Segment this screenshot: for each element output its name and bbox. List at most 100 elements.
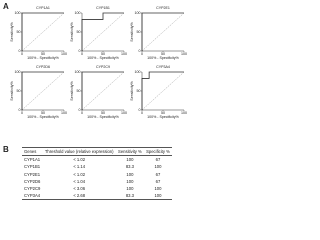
y-tick-label: 50 [137, 89, 141, 93]
table-cell: 100 [154, 186, 162, 192]
chart-title: CYP2C9 [96, 65, 110, 69]
chart-title: CYP2E1 [156, 6, 170, 10]
y-axis-label: Sensitivity% [70, 22, 74, 42]
table-cell: 100 [126, 186, 134, 192]
x-tick-label: 0 [21, 111, 23, 115]
x-tick-label: 0 [81, 52, 83, 56]
table-cell: < 1.14 [73, 164, 86, 170]
y-tick-label: 100 [15, 11, 21, 15]
x-tick-label: 50 [41, 52, 45, 56]
panel-label: B [3, 145, 9, 154]
x-axis-label: 100% - Specificity% [27, 115, 60, 119]
x-tick-label: 50 [101, 111, 105, 115]
table-cell: < 3.06 [73, 186, 86, 192]
y-tick-label: 50 [137, 30, 141, 34]
x-tick-label: 50 [161, 52, 165, 56]
table-cell: CYP2E1 [24, 171, 41, 177]
x-tick-label: 100 [61, 52, 67, 56]
y-tick-label: 100 [75, 11, 81, 15]
x-axis-label: 100% - Specificity% [147, 56, 180, 60]
table-cell: < 1.02 [73, 171, 86, 177]
y-tick-label: 50 [17, 30, 21, 34]
y-axis-label: Sensitivity% [70, 81, 74, 101]
table-cell: 67 [155, 157, 161, 163]
table-cell: < 1.04 [73, 178, 86, 184]
y-tick-label: 50 [77, 89, 81, 93]
x-tick-label: 0 [81, 111, 83, 115]
table-row: CYP1A1 < 1.02 100 67 [22, 156, 172, 164]
table-cell: 100 [154, 164, 162, 170]
reference-diagonal [81, 71, 125, 111]
y-axis-label: Sensitivity% [10, 22, 14, 42]
x-tick-label: 0 [141, 111, 143, 115]
table-cell: CYP1B1 [24, 164, 41, 170]
chart-title: CYP3A4 [156, 65, 170, 69]
table-body: CYP1A1 < 1.02 100 67 CYP1B1 < 1.14 83.3 100 CYP2… [22, 156, 172, 200]
table-cell: 67 [155, 178, 161, 184]
y-tick-label: 100 [135, 70, 141, 74]
table-row: CYP1B1 < 1.14 83.3 100 [22, 163, 172, 170]
y-tick-label: 0 [79, 108, 81, 112]
reference-diagonal [141, 12, 185, 52]
table-cell: 100 [126, 157, 134, 163]
table-row: CYP2C9 < 3.06 100 100 [22, 185, 172, 192]
y-tick-label: 100 [135, 11, 141, 15]
table-cell: 100 [126, 178, 134, 184]
y-axis-label: Sensitivity% [130, 81, 134, 101]
x-axis-label: 100% - Specificity% [27, 56, 60, 60]
x-tick-label: 100 [181, 52, 187, 56]
column-header: Specificity % [146, 149, 170, 155]
table-cell: CYP2C9 [24, 186, 41, 192]
table-cell: < 1.02 [73, 157, 86, 163]
y-tick-label: 0 [19, 108, 21, 112]
x-tick-label: 50 [161, 111, 165, 115]
x-tick-label: 0 [141, 52, 143, 56]
table-row: CYP3A4 < 2.68 83.3 100 [22, 192, 172, 200]
table-cell: 100 [126, 171, 134, 177]
reference-diagonal [21, 12, 65, 52]
table-row: CYP2E1 < 1.02 100 67 [22, 171, 172, 178]
table-cell: CYP1A1 [24, 157, 41, 163]
chart-title: CYP1B1 [96, 6, 110, 10]
table-cell: < 2.68 [73, 193, 86, 199]
y-tick-label: 0 [79, 49, 81, 53]
x-tick-label: 100 [121, 52, 127, 56]
table-row: CYP2D6 < 1.04 100 67 [22, 178, 172, 185]
reference-diagonal [81, 12, 125, 52]
y-tick-label: 100 [75, 70, 81, 74]
x-tick-label: 100 [121, 111, 127, 115]
reference-diagonal [21, 71, 65, 111]
x-tick-label: 100 [61, 111, 67, 115]
x-tick-label: 50 [41, 111, 45, 115]
column-header: Threshold value (relative expression) [44, 149, 114, 155]
table-cell: 83.3 [125, 193, 134, 199]
y-tick-label: 100 [15, 70, 21, 74]
table-cell: CYP2D6 [24, 178, 41, 184]
y-tick-label: 0 [139, 49, 141, 53]
x-axis-label: 100% - Specificity% [87, 115, 120, 119]
table-cell: CYP3A4 [24, 193, 41, 199]
threshold-table: Genes Threshold value (relative expressio… [22, 147, 172, 200]
x-axis-label: 100% - Specificity% [87, 56, 120, 60]
column-header: Genes [24, 149, 37, 155]
table-cell: 83.3 [125, 164, 134, 170]
y-tick-label: 0 [19, 49, 21, 53]
y-tick-label: 50 [17, 89, 21, 93]
y-tick-label: 0 [139, 108, 141, 112]
x-tick-label: 0 [21, 52, 23, 56]
reference-diagonal [141, 71, 185, 111]
x-axis-label: 100% - Specificity% [147, 115, 180, 119]
table-cell: 100 [154, 193, 162, 199]
table-header: Genes Threshold value (relative expressio… [22, 147, 172, 156]
y-axis-label: Sensitivity% [130, 22, 134, 42]
figure: A B CYP1A1 100% - Specificity% Sensitivity… [3, 2, 187, 200]
panel-label: A [3, 2, 9, 11]
x-tick-label: 50 [101, 52, 105, 56]
y-tick-label: 50 [77, 30, 81, 34]
y-axis-label: Sensitivity% [10, 81, 14, 101]
x-tick-label: 100 [181, 111, 187, 115]
roc-panel: A B CYP1A1 100% - Specificity% Sensitivity… [3, 2, 187, 154]
chart-title: CYP2D6 [36, 65, 50, 69]
table-cell: 67 [155, 171, 161, 177]
chart-title: CYP1A1 [36, 6, 50, 10]
